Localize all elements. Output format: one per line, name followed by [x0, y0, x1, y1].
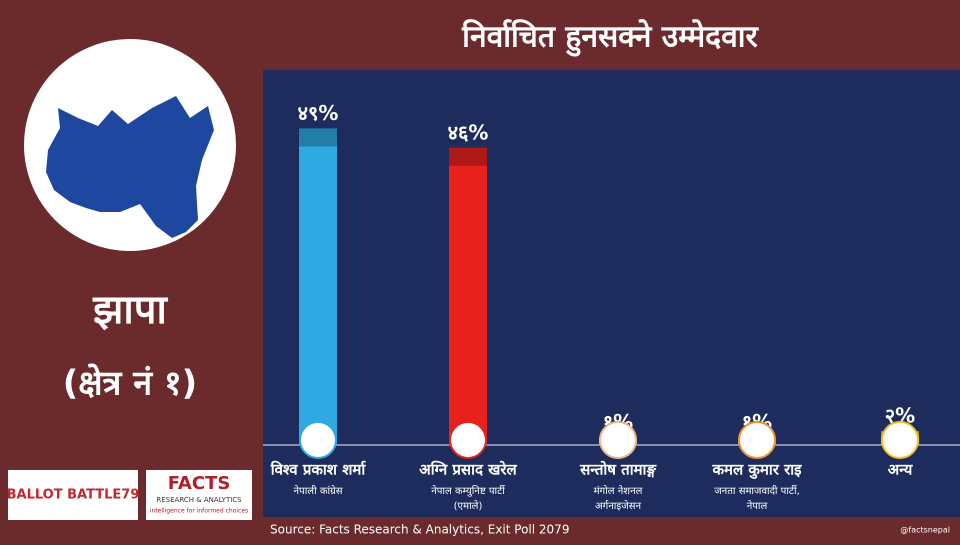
party-symbol — [881, 421, 919, 459]
constituency: (क्षेत्र नं १) — [63, 363, 197, 404]
value-label: ४६% — [448, 120, 489, 144]
district-name: झापा — [92, 287, 168, 333]
party-label: अर्गनाइजेसन — [595, 500, 641, 512]
handle: @factsnepal — [900, 526, 950, 535]
party-label: जनता समाजवादी पार्टी, — [714, 485, 800, 497]
party-symbol — [449, 421, 487, 459]
party-label: नेपाल कम्युनिष्ट पार्टी — [431, 485, 505, 497]
facts-logo-tag: intelligence for informed choices — [150, 508, 248, 515]
source-note: Source: Facts Research & Analytics, Exit… — [270, 523, 569, 537]
party-label: नेपाली कांग्रेस — [293, 485, 342, 497]
category-label: विश्व प्रकाश शर्मा — [270, 461, 367, 479]
party-symbol — [299, 421, 337, 459]
chart-title: निर्वाचित हुनसक्ने उम्मेदवार — [461, 19, 759, 58]
category-label: कमल कुमार राइ — [712, 461, 803, 480]
ballot-logo — [8, 470, 138, 520]
facts-logo — [146, 470, 252, 520]
category-label: अग्नि प्रसाद खरेल — [419, 461, 517, 479]
value-label: ४९% — [298, 101, 339, 125]
ballot-logo-text: BALLOT BATTLE79 — [7, 488, 140, 503]
bar — [299, 128, 337, 444]
category-label: सन्तोष तामाङ्ग — [579, 461, 657, 479]
facts-logo-sub: RESEARCH & ANALYTICS — [156, 496, 242, 504]
bar-cap — [449, 147, 487, 166]
party-symbol — [599, 421, 637, 459]
category-label: अन्य — [888, 461, 914, 479]
facts-logo-text: FACTS — [168, 473, 231, 494]
party-symbol — [738, 421, 776, 459]
bar — [449, 147, 487, 444]
district-map — [46, 96, 214, 238]
party-label: नेपाल — [747, 500, 768, 512]
party-label: मंगोल नेशनल — [594, 485, 643, 497]
party-label: (एमाले) — [454, 500, 483, 512]
bar-cap — [299, 128, 337, 147]
